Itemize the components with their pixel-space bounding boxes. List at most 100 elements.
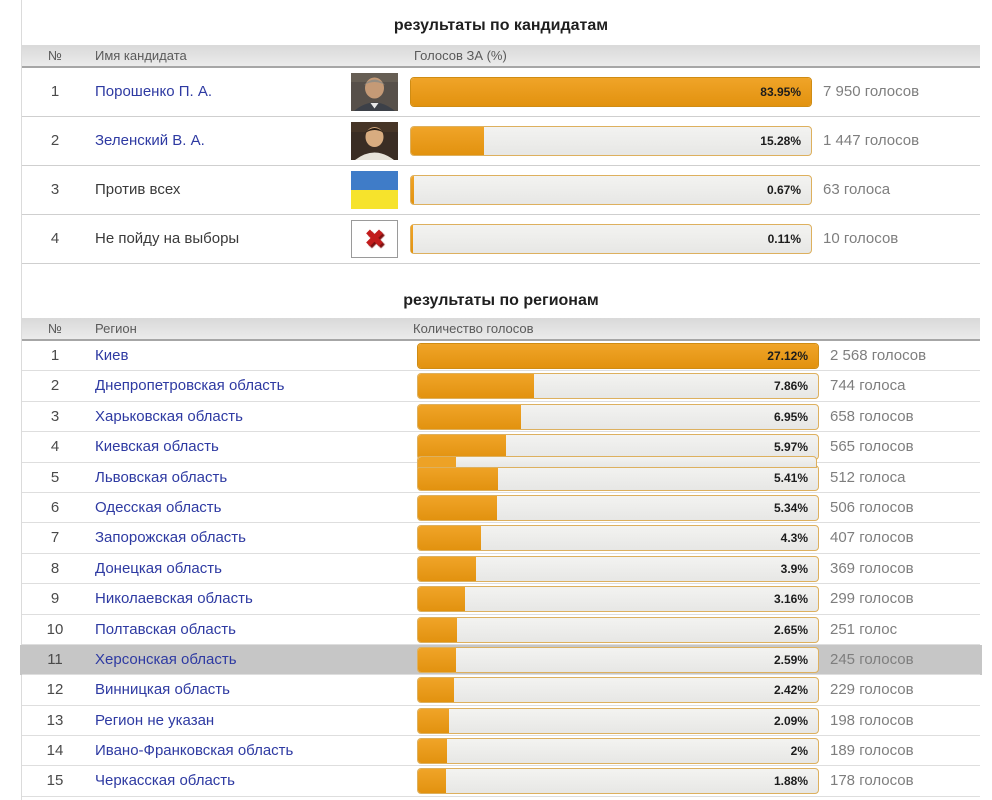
vote-share-bar: 0.67% — [410, 175, 812, 205]
region-row: 12 Винницкая область 2.42% 229 голосов — [22, 675, 980, 706]
row-number: 12 — [46, 681, 64, 699]
vote-count: 178 голосов — [830, 772, 914, 790]
vote-share-bar: 7.86% — [417, 373, 819, 400]
percent-label: 5.97% — [773, 440, 808, 455]
region-name-link[interactable]: Львовская область — [95, 468, 228, 486]
vote-count: 369 голосов — [830, 559, 914, 577]
header-region-name: Регион — [95, 321, 137, 336]
vote-count: 565 голосов — [830, 438, 914, 456]
vote-share-bar: 5.97% — [417, 434, 819, 461]
percent-label: 0.67% — [766, 183, 801, 197]
row-number: 4 — [50, 438, 60, 456]
percent-label: 6.95% — [773, 409, 808, 424]
region-name-link[interactable]: Запорожская область — [95, 529, 246, 547]
candidate-row: 4 Не пойду на выборы ✖ 0.11% 10 голосов — [22, 215, 980, 264]
percent-label: 27.12% — [767, 349, 808, 363]
region-name-link[interactable]: Киевская область — [95, 438, 219, 456]
region-name-link[interactable]: Киев — [95, 347, 129, 364]
bar-fill — [418, 374, 534, 399]
row-number: 1 — [50, 83, 60, 100]
vote-share-bar: 3.9% — [417, 555, 819, 582]
regions-table-header: № Регион Количество голосов — [22, 318, 980, 341]
percent-label: 4.3% — [780, 531, 808, 546]
bar-fill — [418, 495, 497, 520]
region-name-link[interactable]: Николаевская область — [95, 590, 253, 608]
bar-fill — [418, 617, 458, 642]
vote-share-bar: 0.11% — [410, 224, 812, 254]
header-number: № — [48, 321, 62, 336]
region-row: 14 Ивано-Франковская область 2% 189 голо… — [22, 736, 980, 767]
row-number: 2 — [50, 132, 60, 149]
bar-fill — [418, 678, 454, 703]
region-row: 3 Харьковская область 6.95% 658 голосов — [22, 402, 980, 433]
vote-share-bar: 3.16% — [417, 586, 819, 613]
region-row: 11 Херсонская область 2.59% 245 голосов — [22, 644, 980, 676]
bar-fill — [418, 457, 456, 467]
region-name-link[interactable]: Винницкая область — [95, 681, 230, 699]
row-number: 10 — [46, 620, 64, 638]
vote-share-bar: 2.65% — [417, 616, 819, 643]
header-candidate-name: Имя кандидата — [95, 48, 187, 63]
region-name-link[interactable]: Донецкая область — [95, 559, 222, 577]
region-row: 5 Львовская область 5.41% 512 голоса — [22, 463, 980, 493]
region-name-link[interactable]: Черкасская область — [95, 772, 235, 790]
vote-count: 512 голоса — [830, 468, 906, 486]
percent-label: 2.42% — [773, 683, 808, 698]
bar-fill — [411, 127, 484, 155]
vote-count: 2 568 голосов — [830, 347, 927, 364]
region-row: 7 Запорожская область 4.3% 407 голосов — [22, 523, 980, 554]
percent-label: 2% — [790, 744, 808, 759]
bar-fill — [411, 176, 415, 204]
region-name-link[interactable]: Одесская область — [95, 498, 222, 516]
percent-label: 7.86% — [773, 379, 808, 394]
vote-count: 251 голос — [830, 620, 898, 638]
header-votes-for: Голосов ЗА (%) — [414, 48, 507, 63]
region-name-link[interactable]: Полтавская область — [95, 620, 236, 638]
content-left-border — [21, 0, 22, 800]
region-row: 4 Киевская область 5.97% 565 голосов — [22, 432, 980, 463]
bar-fill — [418, 435, 507, 460]
ukraine-flag-icon — [351, 171, 398, 209]
vote-count: 506 голосов — [830, 498, 914, 516]
bar-fill — [418, 587, 465, 612]
vote-count: 1 447 голосов — [823, 132, 920, 149]
bar-fill — [418, 556, 476, 581]
vote-share-bar: 2.09% — [417, 707, 819, 734]
vote-count: 189 голосов — [830, 742, 914, 760]
candidate-name-link: Не пойду на выборы — [95, 230, 240, 247]
percent-label: 3.16% — [773, 592, 808, 607]
next-row-bar-partial — [417, 456, 817, 468]
vote-count: 407 голосов — [830, 529, 914, 547]
vote-share-bar: 2% — [417, 738, 819, 765]
bar-fill — [418, 465, 498, 490]
region-row: 6 Одесская область 5.34% 506 голосов — [22, 493, 980, 524]
region-name-link[interactable]: Херсонская область — [95, 650, 237, 668]
percent-label: 3.9% — [780, 561, 808, 576]
region-name-link[interactable]: Ивано-Франковская область — [95, 742, 294, 760]
vote-count: 658 голосов — [830, 407, 914, 425]
vote-share-bar: 27.12% — [417, 343, 819, 369]
percent-label: 2.09% — [773, 713, 808, 728]
bar-fill — [411, 225, 413, 253]
vote-share-bar: 1.88% — [417, 768, 819, 795]
candidate-name-link[interactable]: Зеленский В. А. — [95, 132, 205, 149]
region-row: 13 Регион не указан 2.09% 198 голосов — [22, 706, 980, 737]
region-name-link[interactable]: Харьковская область — [95, 407, 243, 425]
percent-label: 15.28% — [760, 134, 801, 148]
region-name-link[interactable]: Днепропетровская область — [95, 377, 285, 395]
row-number: 4 — [50, 230, 60, 247]
region-name-link[interactable]: Регион не указан — [95, 711, 215, 729]
region-row: 2 Днепропетровская область 7.86% 744 гол… — [22, 371, 980, 402]
region-row: 10 Полтавская область 2.65% 251 голос — [22, 615, 980, 645]
percent-label: 83.95% — [760, 85, 801, 99]
row-number: 15 — [46, 772, 64, 790]
region-row: 9 Николаевская область 3.16% 299 голосов — [22, 584, 980, 615]
percent-label: 2.65% — [773, 622, 808, 637]
vote-share-bar: 2.59% — [417, 646, 819, 673]
vote-share-bar: 5.41% — [417, 464, 819, 491]
vote-count: 744 голоса — [830, 377, 906, 395]
percent-label: 0.11% — [767, 232, 801, 246]
bar-fill — [418, 404, 521, 429]
candidate-name-link[interactable]: Порошенко П. А. — [95, 83, 212, 100]
bar-fill — [418, 708, 449, 733]
